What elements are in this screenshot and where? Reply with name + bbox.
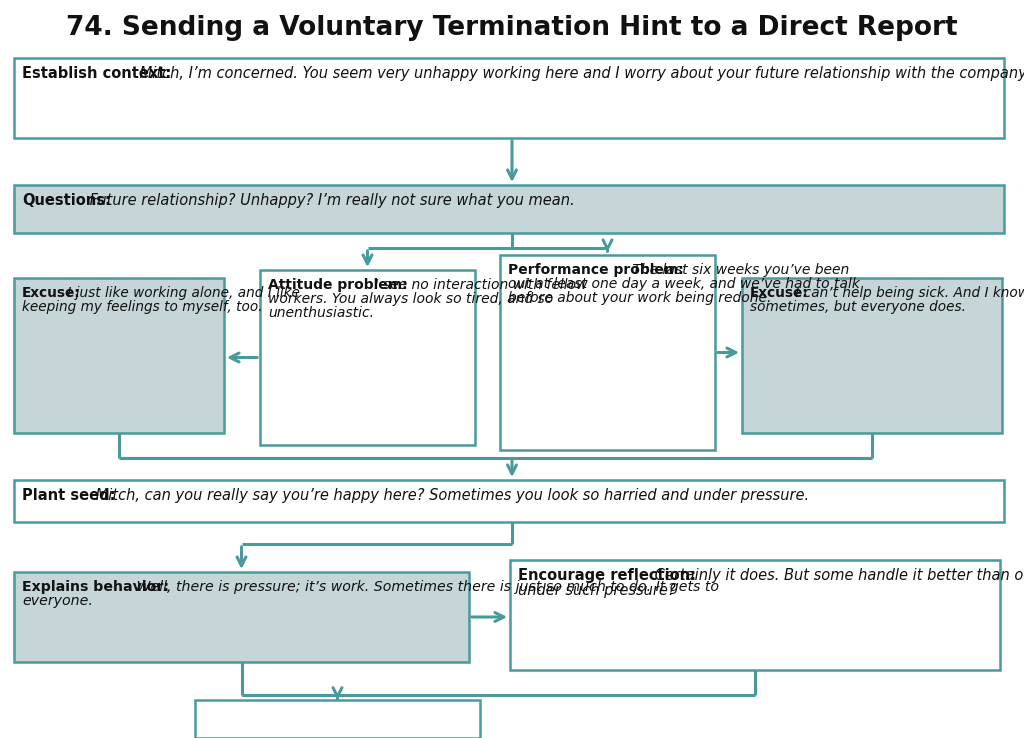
Text: Mitch, can you really say you’re happy here? Sometimes you look so harried and u: Mitch, can you really say you’re happy h… xyxy=(91,488,809,503)
Text: Attitude problem:: Attitude problem: xyxy=(268,278,408,292)
Text: I can’t help being sick. And I know I make mistakes: I can’t help being sick. And I know I ma… xyxy=(792,286,1024,300)
Text: under such pressure?: under such pressure? xyxy=(518,583,676,598)
Text: Well, there is pressure; it’s work. Sometimes there is just so much to do. It ge: Well, there is pressure; it’s work. Some… xyxy=(132,580,719,594)
Text: 74. Sending a Voluntary Termination Hint to a Direct Report: 74. Sending a Voluntary Termination Hint… xyxy=(67,15,957,41)
Bar xyxy=(14,572,469,662)
Bar xyxy=(195,700,480,738)
Bar xyxy=(260,270,475,445)
Text: Certainly it does. But some handle it better than others. Why continue to be unh: Certainly it does. But some handle it be… xyxy=(650,568,1024,583)
Text: Questions:: Questions: xyxy=(22,193,111,208)
Bar xyxy=(14,58,1004,138)
Bar xyxy=(500,255,715,450)
Bar xyxy=(14,480,1004,522)
Text: before about your work being redone.: before about your work being redone. xyxy=(508,291,771,305)
Text: unenthusiastic.: unenthusiastic. xyxy=(268,306,374,320)
Text: everyone.: everyone. xyxy=(22,594,93,608)
Text: I see no interaction with fellow: I see no interaction with fellow xyxy=(370,278,588,292)
Text: Future relationship? Unhappy? I’m really not sure what you mean.: Future relationship? Unhappy? I’m really… xyxy=(85,193,574,208)
Text: keeping my feelings to myself, too.: keeping my feelings to myself, too. xyxy=(22,300,262,314)
Text: Explains behavior:: Explains behavior: xyxy=(22,580,169,594)
Text: I just like working alone, and I like: I just like working alone, and I like xyxy=(63,286,300,300)
Bar xyxy=(14,185,1004,233)
Text: Establish context:: Establish context: xyxy=(22,66,171,81)
Text: workers. You always look so tired, and so: workers. You always look so tired, and s… xyxy=(268,292,553,306)
Bar xyxy=(14,278,224,433)
Bar xyxy=(510,560,1000,670)
Text: sometimes, but everyone does.: sometimes, but everyone does. xyxy=(750,300,966,314)
Text: The last six weeks you’ve been: The last six weeks you’ve been xyxy=(628,263,849,277)
Text: out at least one day a week, and we’ve had to talk: out at least one day a week, and we’ve h… xyxy=(508,277,860,291)
Bar xyxy=(742,278,1002,433)
Text: Excuse:: Excuse: xyxy=(750,286,809,300)
Text: Excuse:: Excuse: xyxy=(22,286,81,300)
Text: Encourage reflection:: Encourage reflection: xyxy=(518,568,696,583)
Text: Plant seed:: Plant seed: xyxy=(22,488,116,503)
Text: Mitch, I’m concerned. You seem very unhappy working here and I worry about your : Mitch, I’m concerned. You seem very unha… xyxy=(135,66,1024,81)
Text: Performance problem:: Performance problem: xyxy=(508,263,684,277)
